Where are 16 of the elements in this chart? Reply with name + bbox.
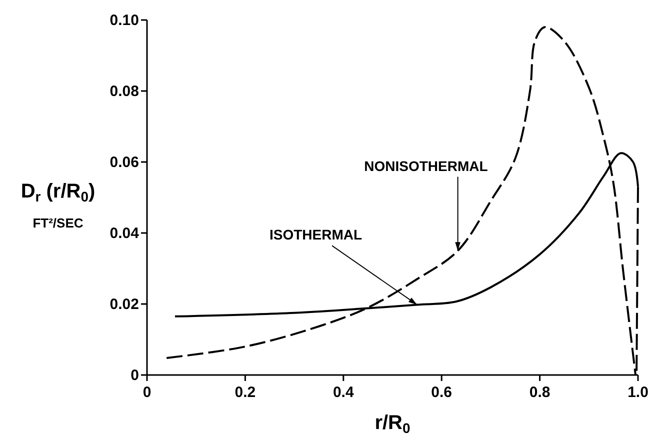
y-tick-label: 0.06 xyxy=(110,154,139,171)
y-tick-label: 0.02 xyxy=(110,296,139,313)
annotation: ISOTHERMAL xyxy=(269,226,362,243)
y-tick-label: 0.08 xyxy=(110,83,139,100)
x-tick-label: 0.2 xyxy=(234,384,256,401)
annotation: NONISOTHERMAL xyxy=(364,158,488,174)
x-tick-label: 1.0 xyxy=(628,384,648,401)
y-tick-label: 0.10 xyxy=(110,12,139,29)
y-axis-title: D$_{r}$ (r/R$_{0}$) FT²/SEC xyxy=(20,180,96,230)
x-tick-label: 0.6 xyxy=(431,384,452,401)
x-tick-label: 0.4 xyxy=(332,384,354,401)
x-axis-title: r/R$_{0}$ xyxy=(374,412,410,436)
y-tick-label: 0.04 xyxy=(110,225,140,242)
x-tick-label: 0.8 xyxy=(529,384,550,401)
y-tick-label: 0 xyxy=(130,367,139,384)
x-tick-label: 0 xyxy=(142,384,152,401)
